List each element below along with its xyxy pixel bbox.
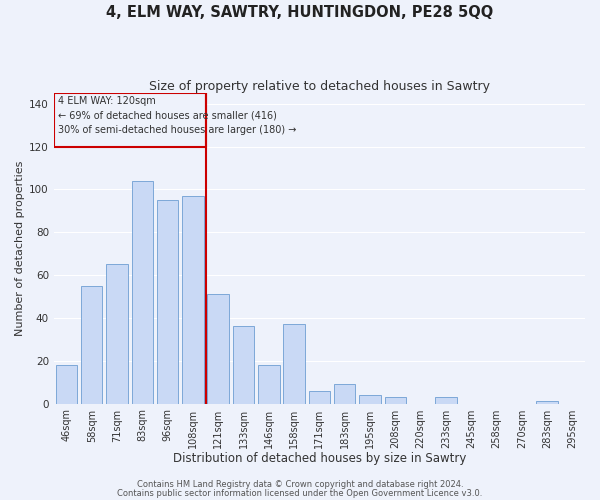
Title: Size of property relative to detached houses in Sawtry: Size of property relative to detached ho… [149,80,490,93]
Bar [435,397,457,404]
Bar [334,384,355,404]
Text: 4, ELM WAY, SAWTRY, HUNTINGDON, PE28 5QQ: 4, ELM WAY, SAWTRY, HUNTINGDON, PE28 5QQ [106,5,494,20]
Bar [157,200,178,404]
Bar [54,93,206,146]
Bar [208,294,229,404]
Bar [308,390,330,404]
Bar [182,196,203,404]
Bar [359,395,381,404]
Text: Contains HM Land Registry data © Crown copyright and database right 2024.: Contains HM Land Registry data © Crown c… [137,480,463,489]
Bar [385,397,406,404]
Text: Contains public sector information licensed under the Open Government Licence v3: Contains public sector information licen… [118,488,482,498]
Bar [536,402,558,404]
Bar [131,181,153,404]
Text: 4 ELM WAY: 120sqm
← 69% of detached houses are smaller (416)
30% of semi-detache: 4 ELM WAY: 120sqm ← 69% of detached hous… [58,96,296,135]
Bar [56,365,77,404]
X-axis label: Distribution of detached houses by size in Sawtry: Distribution of detached houses by size … [173,452,466,465]
Bar [233,326,254,404]
Y-axis label: Number of detached properties: Number of detached properties [15,160,25,336]
Bar [258,365,280,404]
Bar [106,264,128,404]
Bar [283,324,305,404]
Bar [81,286,103,404]
